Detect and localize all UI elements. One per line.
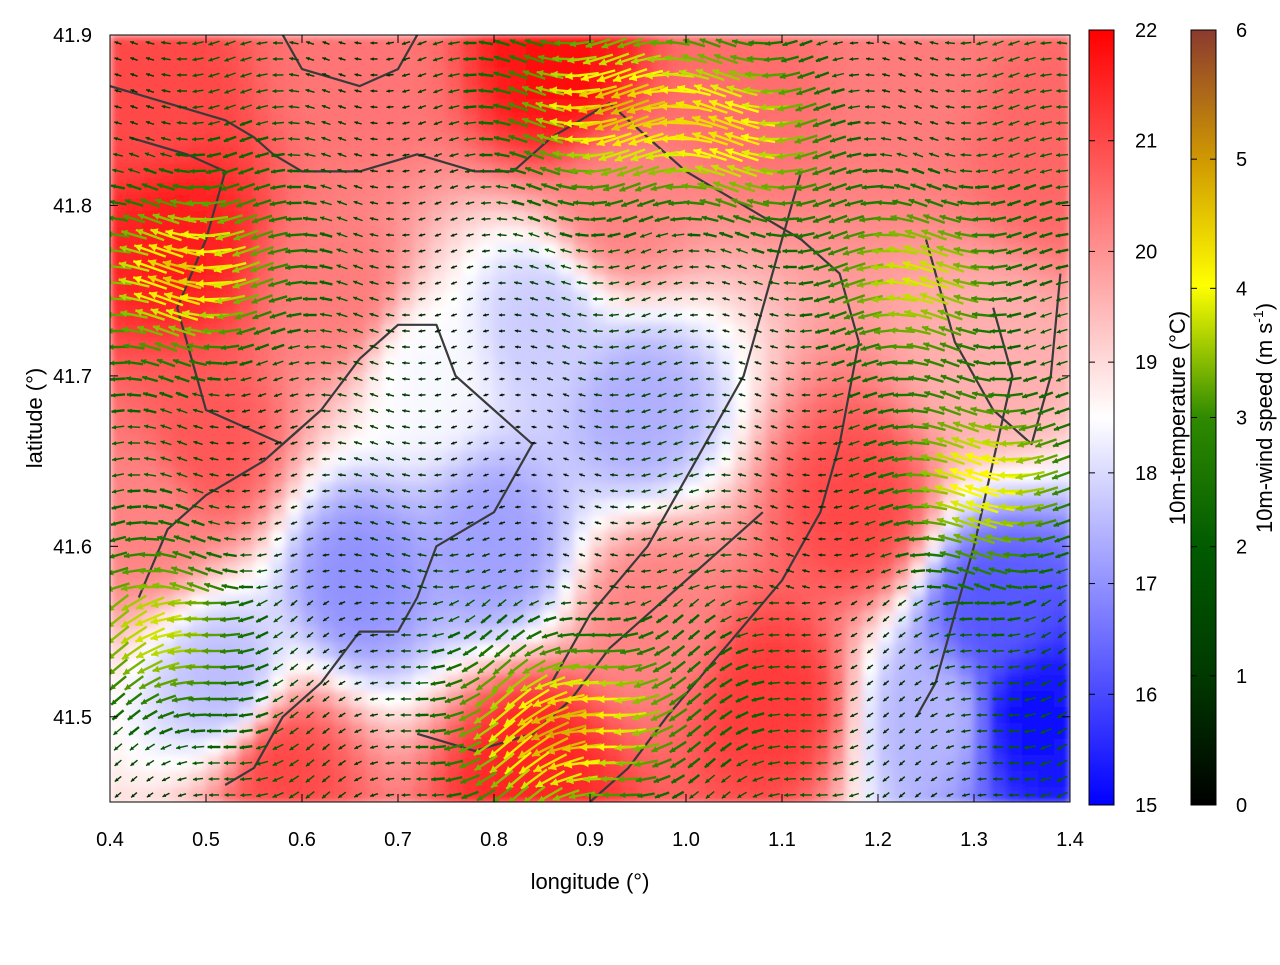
temperature-cell — [878, 707, 895, 724]
temperature-cell — [878, 611, 895, 628]
temperature-cell — [318, 771, 335, 788]
temperature-cell — [110, 739, 127, 756]
temperature-cell — [302, 643, 319, 660]
temperature-cell — [878, 659, 895, 676]
temperature-cell — [718, 771, 735, 788]
temperature-cell — [302, 787, 319, 804]
temperature-cell — [894, 691, 911, 708]
temperature-cell — [878, 675, 895, 692]
temperature-cell — [286, 595, 303, 612]
temperature-cell — [318, 739, 335, 756]
temperature-cell — [302, 659, 319, 676]
temperature-cell — [894, 755, 911, 772]
temperature-cell — [894, 643, 911, 660]
temperature-cell — [910, 755, 927, 772]
temperature-cell — [702, 771, 719, 788]
temperature-cell — [894, 771, 911, 788]
temperature-cell — [718, 787, 735, 804]
temperature-cell — [1054, 595, 1071, 612]
temperature-cell — [302, 755, 319, 772]
temperature-cell — [126, 787, 143, 804]
temperature-cell — [878, 755, 895, 772]
temperature-cell — [894, 739, 911, 756]
temperature-cell — [110, 723, 127, 740]
temperature-cell — [878, 595, 895, 612]
temperature-cell — [670, 595, 687, 612]
temperature-cell — [110, 787, 127, 804]
temperature-cell — [318, 707, 335, 724]
temperature-cell — [910, 739, 927, 756]
temperature-cell — [302, 611, 319, 628]
temperature-cell — [894, 787, 911, 804]
temperature-cell — [286, 627, 303, 644]
temperature-cell — [494, 595, 511, 612]
temperature-cell — [862, 595, 879, 612]
temperature-cell — [894, 627, 911, 644]
temperature-cell — [302, 723, 319, 740]
temperature-cell — [894, 707, 911, 724]
temperature-cell — [686, 787, 703, 804]
temperature-cell — [910, 771, 927, 788]
temperature-cell — [302, 675, 319, 692]
temperature-cell — [894, 723, 911, 740]
temperature-cell — [318, 691, 335, 708]
temperature-cell — [126, 755, 143, 772]
temperature-cell — [126, 739, 143, 756]
temperature-cell — [702, 787, 719, 804]
temperature-cell — [478, 595, 495, 612]
temperature-cell — [686, 595, 703, 612]
plot-area — [104, 35, 1072, 804]
temperature-cell — [878, 771, 895, 788]
temperature-cell — [126, 771, 143, 788]
temperature-cell — [302, 771, 319, 788]
temperature-cell — [894, 675, 911, 692]
temperature-cell — [286, 643, 303, 660]
temperature-cell — [862, 611, 879, 628]
temperature-cell — [302, 595, 319, 612]
temperature-cell — [878, 691, 895, 708]
temperature-cell — [318, 787, 335, 804]
temperature-cell — [110, 771, 127, 788]
temperature-cell — [286, 611, 303, 628]
temperature-cell — [286, 675, 303, 692]
temperature-cell — [878, 739, 895, 756]
temperature-cell — [302, 707, 319, 724]
temperature-field — [110, 35, 1071, 804]
temperature-cell — [318, 755, 335, 772]
temperature-cell — [894, 659, 911, 676]
temperature-cell — [878, 627, 895, 644]
temperature-cell — [302, 739, 319, 756]
temperature-cell — [878, 643, 895, 660]
temperature-cell — [286, 659, 303, 676]
temperature-cell — [318, 723, 335, 740]
temperature-cell — [862, 643, 879, 660]
temperature-cell — [302, 627, 319, 644]
temperature-cell — [110, 755, 127, 772]
temperature-cell — [862, 627, 879, 644]
temperature-cell — [910, 787, 927, 804]
temperature-cell — [1054, 611, 1071, 628]
temperature-cell — [878, 723, 895, 740]
